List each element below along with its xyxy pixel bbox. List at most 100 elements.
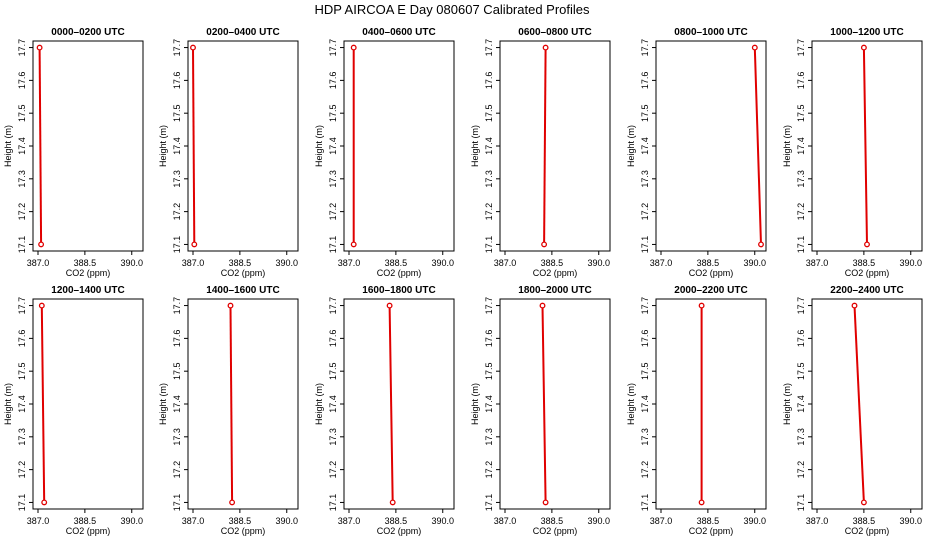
- x-axis-label: CO2 (ppm): [533, 268, 578, 278]
- y-axis-label: Height (m): [3, 125, 13, 167]
- y-tick-label: 17.5: [328, 362, 338, 380]
- y-tick-label: 17.4: [796, 137, 806, 155]
- y-tick-label: 17.5: [484, 362, 494, 380]
- data-point: [758, 241, 764, 248]
- profile-line: [38, 47, 43, 245]
- profile-panel: 1400–1600 UTC 17.1 17.2 17.3 17.4 17.5 17.6 17.…: [158, 285, 299, 536]
- y-tick-label: 17.6: [172, 72, 182, 90]
- data-point: [229, 499, 236, 506]
- x-tick-label: 390.0: [899, 516, 922, 526]
- y-axis-label: Height (m): [3, 383, 13, 425]
- data-point: [350, 241, 357, 248]
- y-tick-label: 17.5: [796, 104, 806, 122]
- profile-panel: 1200–1400 UTC 17.1 17.2 17.3 17.4 17.5 17.6 17.…: [3, 285, 144, 536]
- y-tick-label: 17.3: [796, 428, 806, 446]
- x-tick-label: 387.0: [494, 258, 517, 268]
- x-tick-label: 387.0: [650, 516, 673, 526]
- panel-title: 0000–0200 UTC: [51, 27, 124, 38]
- y-tick-label: 17.3: [796, 170, 806, 188]
- y-tick-label: 17.1: [328, 494, 338, 512]
- y-tick-label: 17.5: [796, 362, 806, 380]
- y-tick-label: 17.6: [484, 72, 494, 90]
- y-tick-label: 17.3: [484, 428, 494, 446]
- x-tick-label: 387.0: [182, 516, 205, 526]
- y-tick-label: 17.6: [17, 72, 27, 90]
- data-point: [541, 241, 548, 248]
- y-tick-label: 17.3: [640, 170, 650, 188]
- y-tick-label: 17.4: [328, 395, 338, 413]
- y-tick-label: 17.1: [328, 236, 338, 254]
- plot-frame: [32, 298, 144, 510]
- profile-panel: 2200–2400 UTC 17.1 17.2 17.3 17.4 17.5 17.6 17.…: [782, 285, 923, 536]
- x-tick-label: 388.5: [853, 516, 876, 526]
- x-tick-label: 388.5: [229, 258, 252, 268]
- profile-line: [40, 305, 46, 503]
- x-tick-label: 387.0: [650, 258, 673, 268]
- y-tick-label: 17.3: [17, 428, 27, 446]
- y-tick-label: 17.6: [640, 72, 650, 90]
- y-tick-label: 17.3: [172, 170, 182, 188]
- x-axis-label: CO2 (ppm): [845, 268, 890, 278]
- profile-panel: 0600–0800 UTC 17.1 17.2 17.3 17.4 17.5 17.6 17.…: [470, 27, 611, 278]
- x-tick-label: 390.0: [431, 516, 454, 526]
- y-tick-label: 17.4: [172, 137, 182, 155]
- data-point: [191, 241, 198, 248]
- y-tick-label: 17.7: [328, 39, 338, 57]
- profile-line: [388, 305, 394, 503]
- data-point: [386, 302, 393, 309]
- y-tick-label: 17.2: [17, 203, 27, 221]
- panel-grid: 0000–0200 UTC 17.1 17.2 17.3 17.4 17.5 17.6 17.…: [3, 27, 923, 536]
- x-axis-label: CO2 (ppm): [845, 526, 890, 536]
- x-tick-label: 387.0: [806, 258, 829, 268]
- y-tick-label: 17.3: [640, 428, 650, 446]
- y-axis-label: Height (m): [782, 125, 792, 167]
- plot-frame: [499, 298, 611, 510]
- y-tick-label: 17.2: [484, 461, 494, 479]
- plot-frame: [499, 40, 611, 252]
- data-point: [542, 44, 549, 51]
- x-axis-label: CO2 (ppm): [377, 526, 422, 536]
- y-axis-label: Height (m): [626, 125, 636, 167]
- data-point: [864, 241, 870, 248]
- plot-frame: [343, 40, 455, 252]
- y-tick-label: 17.1: [17, 494, 27, 512]
- y-tick-label: 17.1: [796, 494, 806, 512]
- data-point: [539, 302, 546, 309]
- y-tick-label: 17.1: [17, 236, 27, 254]
- y-tick-label: 17.7: [796, 39, 806, 57]
- profile-panel: 2000–2200 UTC 17.1 17.2 17.3 17.4 17.5 17.6 17.…: [626, 285, 767, 536]
- y-tick-label: 17.2: [172, 461, 182, 479]
- y-axis-label: Height (m): [470, 383, 480, 425]
- plot-frame: [32, 40, 144, 252]
- plot-frame: [811, 298, 923, 510]
- x-tick-label: 388.5: [853, 258, 876, 268]
- y-tick-label: 17.6: [796, 72, 806, 90]
- y-axis-label: Height (m): [782, 383, 792, 425]
- data-point: [389, 499, 396, 506]
- x-tick-label: 387.0: [494, 516, 517, 526]
- panel-title: 1800–2000 UTC: [518, 285, 591, 296]
- x-tick-label: 390.0: [899, 258, 922, 268]
- y-tick-label: 17.3: [328, 170, 338, 188]
- x-axis-label: CO2 (ppm): [221, 268, 266, 278]
- y-tick-label: 17.3: [328, 428, 338, 446]
- y-tick-label: 17.1: [172, 494, 182, 512]
- profile-panel: 0000–0200 UTC 17.1 17.2 17.3 17.4 17.5 17.6 17.…: [3, 27, 144, 278]
- profile-panel: 0200–0400 UTC 17.1 17.2 17.3 17.4 17.5 17.6 17.…: [158, 27, 299, 278]
- y-axis-label: Height (m): [158, 383, 168, 425]
- x-axis-label: CO2 (ppm): [66, 268, 111, 278]
- x-tick-label: 387.0: [27, 258, 50, 268]
- profile-panel: 1800–2000 UTC 17.1 17.2 17.3 17.4 17.5 17.6 17.…: [470, 285, 611, 536]
- y-tick-label: 17.5: [328, 104, 338, 122]
- y-tick-label: 17.5: [172, 104, 182, 122]
- y-tick-label: 17.7: [640, 297, 650, 315]
- y-tick-label: 17.7: [17, 297, 27, 315]
- data-point: [860, 499, 867, 506]
- x-tick-label: 390.0: [743, 258, 766, 268]
- y-tick-label: 17.2: [328, 203, 338, 221]
- x-tick-label: 390.0: [431, 258, 454, 268]
- panel-title: 1200–1400 UTC: [51, 285, 124, 296]
- x-tick-label: 390.0: [120, 516, 143, 526]
- x-tick-label: 388.5: [385, 516, 408, 526]
- profile-panel: 0400–0600 UTC 17.1 17.2 17.3 17.4 17.5 17.6 17.…: [314, 27, 455, 278]
